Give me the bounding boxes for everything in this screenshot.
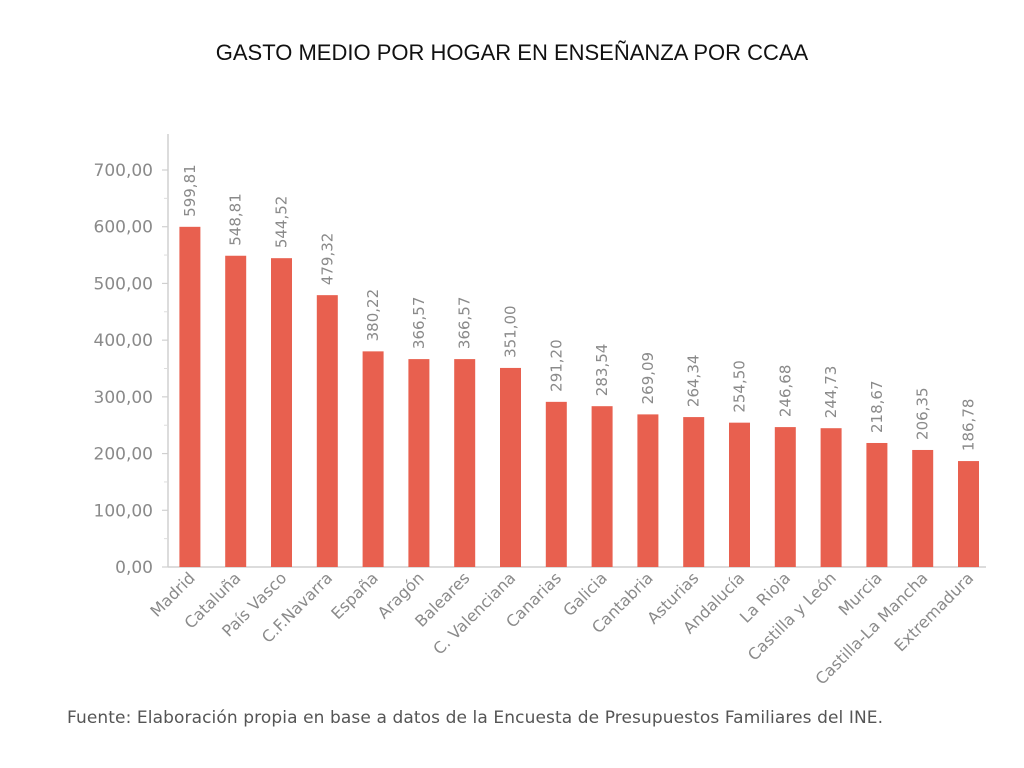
bar bbox=[225, 255, 247, 567]
bar bbox=[866, 442, 888, 567]
y-tick-label: 600,00 bbox=[94, 218, 153, 238]
bar-chart: 0,00 100,00 200,00 300,00 400,00 500,00 600,00… bbox=[94, 134, 986, 688]
y-tick-label: 0,00 bbox=[115, 558, 153, 578]
source-note: Fuente: Elaboración propia en base a dat… bbox=[67, 708, 884, 728]
value-label: 291,20 bbox=[547, 339, 565, 392]
bar bbox=[912, 449, 934, 567]
slide-title: GASTO MEDIO POR HOGAR EN ENSEÑANZA POR C… bbox=[215, 40, 809, 65]
bar bbox=[271, 258, 292, 567]
value-label: 366,57 bbox=[456, 297, 474, 350]
category-label: España bbox=[327, 568, 382, 623]
bar bbox=[729, 422, 750, 567]
bar bbox=[408, 359, 430, 567]
value-label: 244,73 bbox=[822, 366, 840, 419]
value-label: 186,78 bbox=[960, 399, 978, 452]
y-tick-label: 300,00 bbox=[94, 388, 153, 408]
bar bbox=[500, 367, 521, 567]
value-label: 479,32 bbox=[318, 233, 336, 286]
value-label: 218,67 bbox=[868, 380, 886, 433]
bar bbox=[683, 417, 705, 567]
value-label: 283,54 bbox=[593, 344, 611, 397]
bar bbox=[637, 414, 659, 567]
bar bbox=[958, 461, 979, 567]
value-label: 264,34 bbox=[685, 355, 703, 408]
y-tick-label: 500,00 bbox=[94, 274, 153, 294]
bar bbox=[545, 401, 567, 567]
value-label: 269,09 bbox=[639, 352, 657, 405]
y-tick-label: 100,00 bbox=[94, 501, 153, 521]
value-label: 544,52 bbox=[273, 196, 291, 249]
bar bbox=[179, 226, 201, 568]
value-label: 351,00 bbox=[502, 305, 520, 358]
value-label: 246,68 bbox=[776, 365, 794, 418]
category-label: Extremadura bbox=[890, 568, 977, 655]
value-label: 548,81 bbox=[227, 193, 245, 246]
bar bbox=[820, 428, 842, 567]
bar bbox=[454, 359, 476, 567]
y-tick-label: 700,00 bbox=[94, 161, 153, 181]
value-label: 254,50 bbox=[731, 360, 749, 413]
value-label: 206,35 bbox=[914, 387, 932, 440]
y-tick-label: 400,00 bbox=[94, 331, 153, 351]
bar bbox=[591, 406, 613, 567]
value-label: 380,22 bbox=[364, 289, 382, 342]
bar bbox=[362, 351, 384, 567]
y-tick-label: 200,00 bbox=[94, 445, 153, 465]
value-label: 599,81 bbox=[181, 164, 199, 217]
value-label: 366,57 bbox=[410, 297, 428, 350]
bar bbox=[316, 295, 338, 567]
bar bbox=[774, 427, 796, 567]
